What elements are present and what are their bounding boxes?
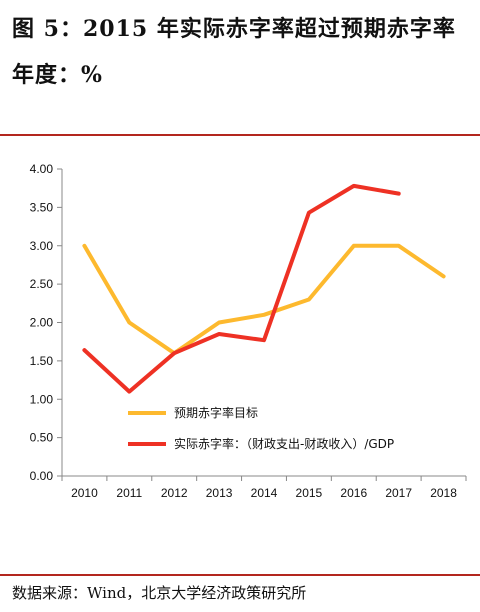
line-chart: 0.00 0.50 1.00 1.50 2.00 2.50 3.00 3.50 4.00 2010… [30, 162, 467, 500]
x-tick-label: 2016 [340, 486, 367, 500]
y-tick-label: 4.00 [30, 162, 54, 176]
x-tick-label: 2012 [161, 486, 188, 500]
x-tick-label: 2010 [71, 486, 98, 500]
y-tick-label: 0.00 [30, 469, 54, 483]
legend-label-1: 预期赤字率目标 [174, 405, 258, 420]
x-tick-label: 2011 [116, 486, 142, 500]
series-layer [82, 183, 446, 394]
y-tick-label: 2.00 [30, 316, 54, 330]
source-note: 数据来源：Wind，北京大学经济政策研究所 [12, 584, 307, 602]
y-tick-label: 1.00 [30, 392, 54, 406]
ticks: 0.00 0.50 1.00 1.50 2.00 2.50 3.00 3.50 4.00 2010… [30, 162, 458, 500]
legend-label-2: 实际赤字率：（财政支出-财政收入）/GDP [174, 436, 394, 451]
x-tick-label: 2018 [430, 486, 457, 500]
x-tick-label: 2017 [385, 486, 412, 500]
chart-title: 图 5：2015 年实际赤字率超过预期赤字率年度：% [12, 16, 456, 88]
series-line-1 [82, 243, 446, 356]
y-tick-label: 3.50 [30, 200, 54, 214]
axes [57, 168, 467, 481]
y-tick-label: 3.00 [30, 239, 54, 253]
x-tick-label: 2015 [296, 486, 323, 500]
top-divider [0, 134, 480, 136]
y-tick-label: 1.50 [30, 354, 54, 368]
series-line-2 [82, 183, 401, 394]
bottom-divider [0, 574, 480, 576]
y-tick-label: 0.50 [30, 431, 54, 445]
x-tick-label: 2013 [206, 486, 233, 500]
y-tick-label: 2.50 [30, 277, 54, 291]
x-tick-label: 2014 [251, 486, 278, 500]
